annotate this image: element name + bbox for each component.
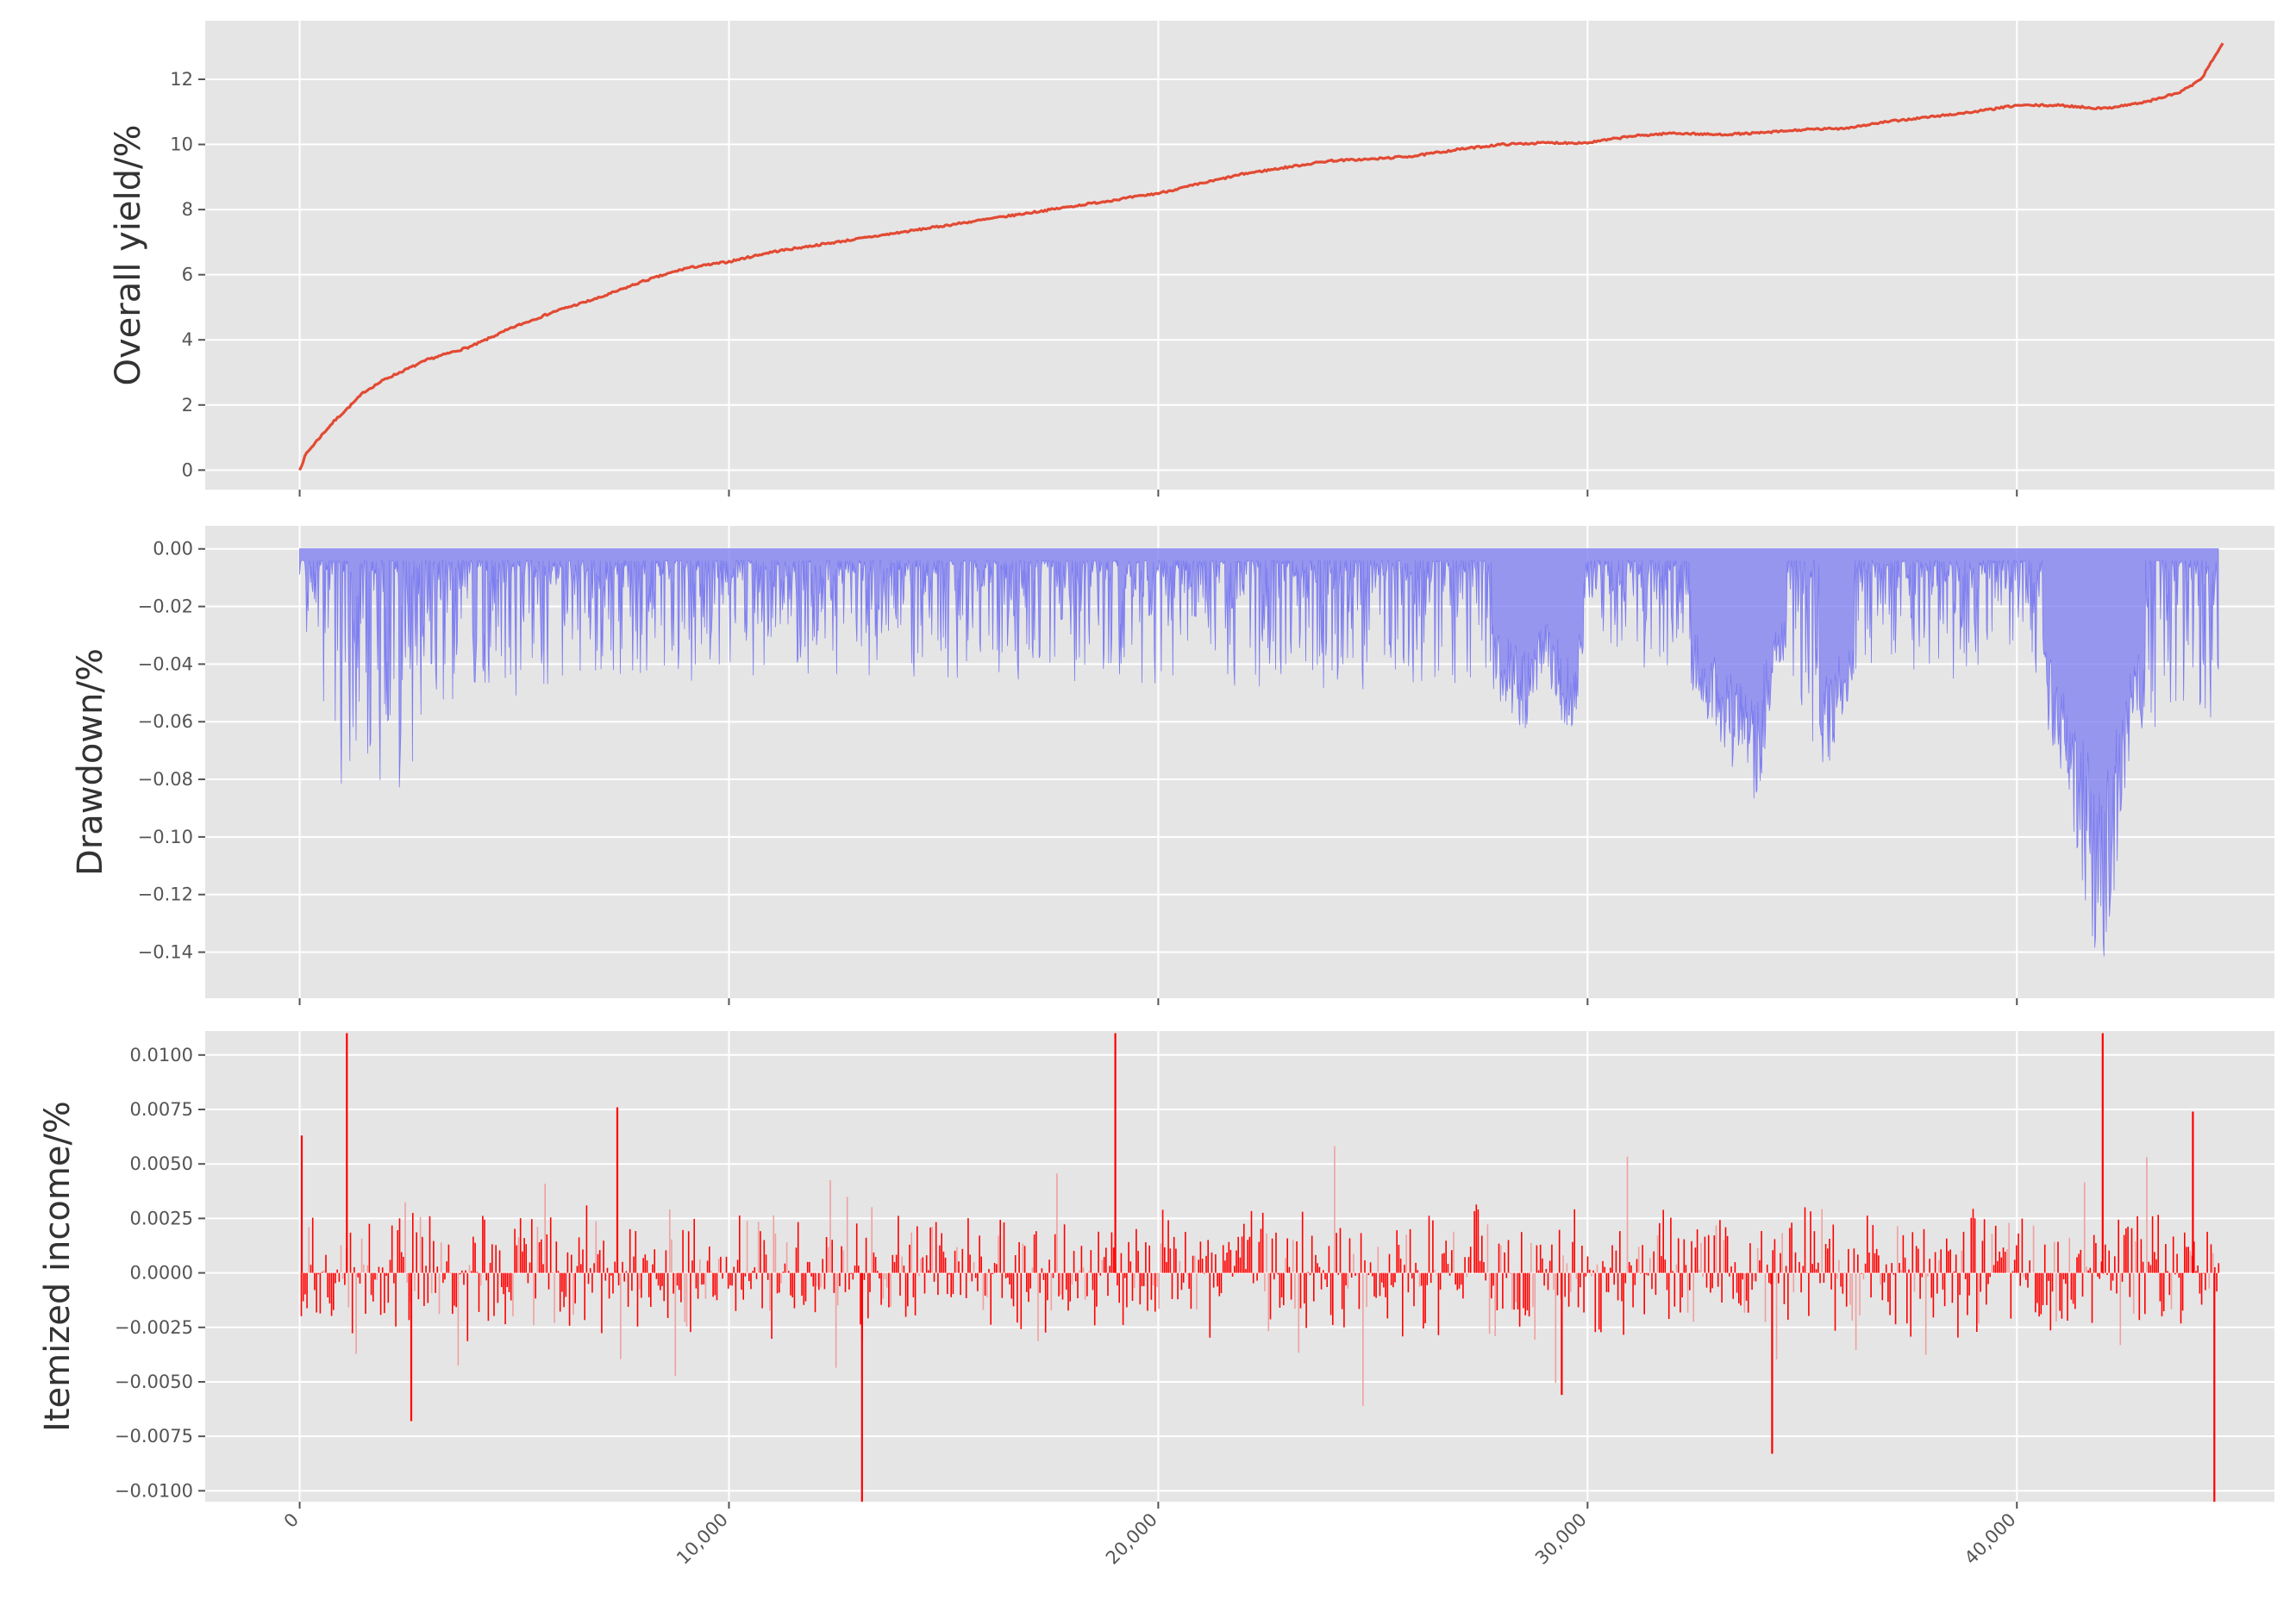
drawdown-y-tick-labels: 0.00 −0.02 −0.04 −0.06 −0.08 −0.10 −0.12 −0.14 bbox=[138, 539, 193, 963]
y-tick-label: −0.0100 bbox=[115, 1480, 193, 1501]
x-tick-label: 20,000 bbox=[1102, 1509, 1161, 1569]
y-tick-label: 8 bbox=[182, 199, 193, 220]
y-tick-label: −0.12 bbox=[138, 884, 193, 905]
y-tick-label: −0.14 bbox=[138, 942, 193, 963]
x-tick-label: 0 bbox=[280, 1509, 303, 1532]
income-x-tick-labels: 0 10,000 20,000 30,000 40,000 bbox=[280, 1509, 2020, 1569]
income-y-axis-label: Itemized income/% bbox=[38, 1101, 78, 1432]
y-tick-label: 2 bbox=[182, 395, 193, 416]
yield-panel: 0 2 4 6 8 10 12 Overall yield/% bbox=[109, 21, 2274, 497]
drawdown-area bbox=[299, 548, 2219, 957]
yield-grid bbox=[198, 21, 2274, 497]
y-tick-label: 4 bbox=[182, 329, 193, 350]
y-tick-label: 10 bbox=[170, 134, 193, 155]
y-tick-label: −0.0050 bbox=[115, 1372, 193, 1392]
y-tick-label: 0.00 bbox=[153, 539, 193, 559]
yield-y-axis-label: Overall yield/% bbox=[109, 124, 148, 385]
y-tick-label: −0.10 bbox=[138, 827, 193, 847]
y-tick-label: 0.0075 bbox=[130, 1099, 193, 1120]
y-tick-label: −0.08 bbox=[138, 769, 193, 790]
drawdown-panel: 0.00−0.02−0.04−0.06−0.08−0.10−0.12−0.14 … bbox=[71, 526, 2274, 1005]
income-y-tick-labels: 0.0100 0.0075 0.0050 0.0025 0.0000 −0.0025 −0.… bbox=[115, 1045, 193, 1502]
y-tick-label: 0.0050 bbox=[130, 1153, 193, 1174]
drawdown-series bbox=[299, 548, 2219, 957]
y-tick-label: 0.0100 bbox=[130, 1045, 193, 1065]
drawdown-y-axis-label: Drawdown/% bbox=[71, 648, 110, 876]
income-panel: 0.0100 0.0075 0.0050 0.0025 0.0000 −0.0025 −0.… bbox=[38, 1031, 2274, 1568]
y-tick-label: −0.0025 bbox=[115, 1317, 193, 1338]
x-tick-label: 40,000 bbox=[1961, 1509, 2020, 1569]
x-tick-label: 10,000 bbox=[673, 1509, 732, 1569]
income-series bbox=[300, 1033, 2220, 1502]
y-tick-label: −0.06 bbox=[138, 711, 193, 732]
yield-series bbox=[298, 42, 2224, 472]
y-tick-label: −0.02 bbox=[138, 597, 193, 617]
x-tick-label: 30,000 bbox=[1531, 1509, 1591, 1569]
y-tick-label: −0.04 bbox=[138, 653, 193, 674]
yield-y-tick-labels: 0 2 4 6 8 10 12 bbox=[170, 69, 193, 480]
yield-plot-area bbox=[205, 21, 2274, 490]
y-tick-label: 0 bbox=[182, 459, 193, 480]
y-tick-label: 0.0025 bbox=[130, 1208, 193, 1228]
y-tick-label: 0.0000 bbox=[130, 1263, 193, 1284]
yield-line bbox=[298, 42, 2224, 472]
y-tick-label: 6 bbox=[182, 265, 193, 285]
y-tick-label: 12 bbox=[170, 69, 193, 90]
y-tick-label: −0.0075 bbox=[115, 1426, 193, 1447]
